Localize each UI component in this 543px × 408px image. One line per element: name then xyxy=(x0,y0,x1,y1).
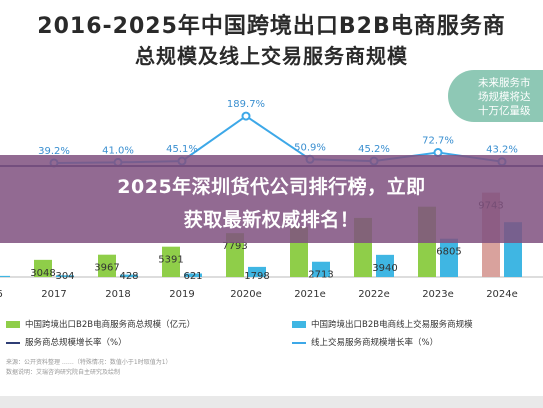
growth-data-label: 45.1% xyxy=(166,144,198,155)
x-tick-label: 2019 xyxy=(169,289,194,300)
bar-online-label: 3940 xyxy=(372,263,397,274)
x-tick-label: 2017 xyxy=(41,289,66,300)
bar-total-label: 3967 xyxy=(94,263,119,274)
footer-strip xyxy=(0,396,543,408)
x-tick-label: 2022e xyxy=(358,289,390,300)
legend-label: 服务商总规模增长率（%） xyxy=(25,338,127,348)
legend-swatch-total-growth xyxy=(6,341,20,344)
bar-total-label: 7793 xyxy=(222,241,247,252)
legend-item-total-growth: 服务商总规模增长率（%） xyxy=(6,336,127,348)
legend-item-online-growth: 线上交易服务商规模增长率（%） xyxy=(292,336,438,348)
bubble-line: 十万亿量级 xyxy=(478,105,531,117)
promo-overlay-line1[interactable]: 2025年深圳货代公司排行榜，立即 xyxy=(117,176,426,198)
bar-online-label: 1798 xyxy=(244,271,269,282)
bar-total xyxy=(34,259,52,277)
bar-online-label: 2713 xyxy=(308,270,333,281)
x-tick-label: 2021e xyxy=(294,289,326,300)
growth-data-label: 50.9% xyxy=(294,142,326,153)
bar-online xyxy=(56,275,74,277)
x-tick-label: 2023e xyxy=(422,289,454,300)
legend-swatch-online-growth xyxy=(292,341,306,344)
x-tick-label: 2018 xyxy=(105,289,130,300)
x-tick-label: 2020e xyxy=(230,289,262,300)
bar-online xyxy=(0,275,10,277)
x-tick-label: 2024e xyxy=(486,289,518,300)
bar-total xyxy=(162,246,180,277)
legend-swatch-total xyxy=(6,321,20,328)
promo-overlay-line2[interactable]: 获取最新权威排名！ xyxy=(183,209,360,231)
bar-total xyxy=(226,233,244,277)
bar-online xyxy=(376,254,394,277)
source-footnote: 来源：公开资料整理 ……（特殊情况：数值小于1时取值为1） 数据说明：艾瑞咨询研… xyxy=(6,358,536,378)
bar-online xyxy=(120,274,138,277)
growth-data-label: 39.2% xyxy=(38,146,70,157)
legend-label: 中国跨境出口B2B电商线上交易服务商规模 xyxy=(311,320,473,330)
legend-label: 中国跨境出口B2B电商服务商总规模（亿元） xyxy=(25,320,196,330)
chart-title-line1: 2016-2025年中国跨境出口B2B电商服务商 xyxy=(37,14,506,39)
bar-total-label: 3048 xyxy=(30,268,55,279)
legend-label: 线上交易服务商规模增长率（%） xyxy=(311,338,439,348)
promo-overlay-banner[interactable] xyxy=(0,155,543,243)
growth-data-label: 189.7% xyxy=(227,99,265,110)
bar-online-label: 6805 xyxy=(436,247,461,258)
bar-total-label: 5391 xyxy=(158,255,183,266)
bar-online-label: 428 xyxy=(119,271,138,282)
bar-online xyxy=(184,273,202,277)
bar-online xyxy=(440,238,458,277)
legend-item-online: 中国跨境出口B2B电商线上交易服务商规模 xyxy=(292,318,473,330)
growth-data-label: 72.7% xyxy=(422,136,454,147)
growth-data-label: 41.0% xyxy=(102,145,134,156)
annotation-bubble: 未来服务市 场规模将达 十万亿量级 xyxy=(448,70,543,122)
bar-total xyxy=(98,254,116,277)
growth-data-label: 43.2% xyxy=(486,145,518,156)
bubble-line: 场规模将达 xyxy=(478,91,531,103)
chart-title-line2: 总规模及线上交易服务商规模 xyxy=(135,44,408,68)
footnote-line: 来源：公开资料整理 ……（特殊情况：数值小于1时取值为1） xyxy=(6,359,172,366)
bar-online-label: 621 xyxy=(183,271,202,282)
legend-item-total: 中国跨境出口B2B电商服务商总规模（亿元） xyxy=(6,318,195,330)
footnote-line: 数据说明：艾瑞咨询研究院自主研究及绘制 xyxy=(6,369,121,376)
bar-online-label: 304 xyxy=(55,271,74,282)
series-point-online-growth xyxy=(241,111,251,121)
bar-online xyxy=(248,266,266,277)
bubble-line: 未来服务市 xyxy=(478,77,531,89)
bar-online xyxy=(312,261,330,277)
x-tick-label: 2016 xyxy=(0,289,3,300)
legend-swatch-online xyxy=(292,321,306,328)
growth-data-label: 45.2% xyxy=(358,144,390,155)
